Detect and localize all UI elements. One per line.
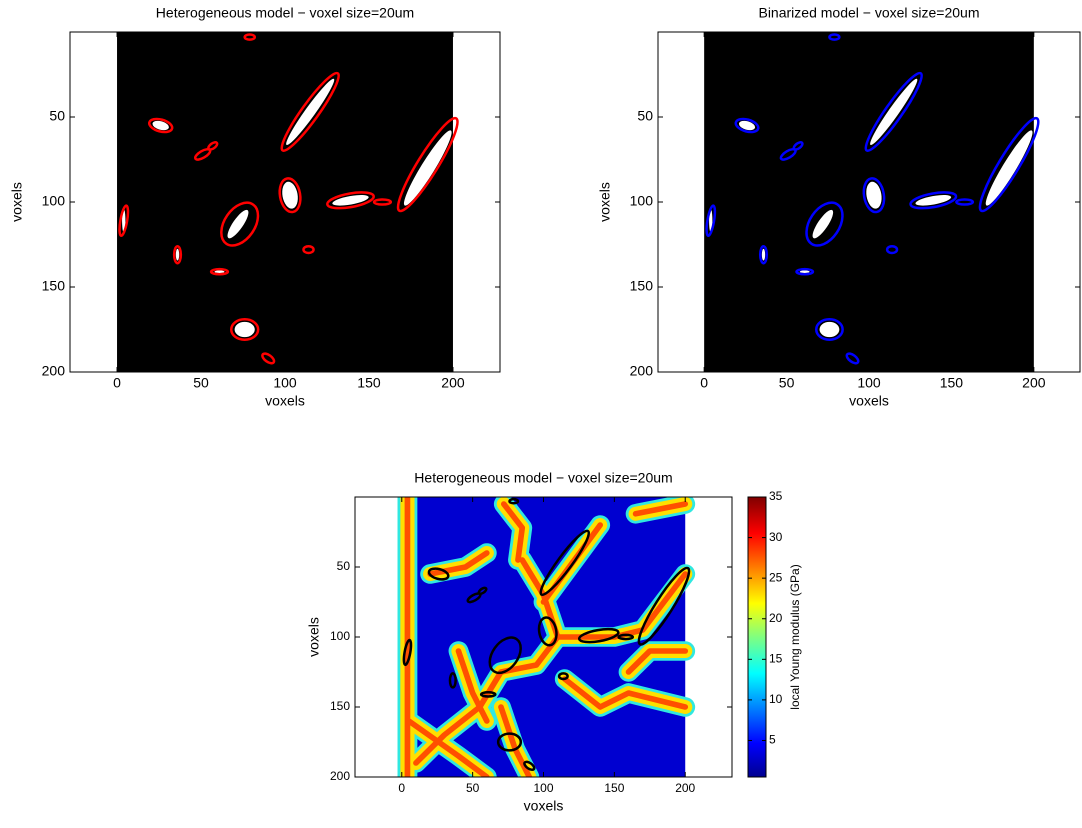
chart-title: Heterogeneous model − voxel size=20um xyxy=(414,470,672,486)
x-tick-label: 100 xyxy=(533,781,553,795)
chart-title: Heterogeneous model − voxel size=20um xyxy=(156,5,414,21)
x-tick-label: 200 xyxy=(441,375,465,391)
colorbar-tick-label: 20 xyxy=(769,611,783,625)
x-tick-label: 200 xyxy=(675,781,695,795)
x-tick-label: 100 xyxy=(857,375,881,391)
y-axis-label: voxels xyxy=(597,182,613,222)
colorbar-tick-label: 10 xyxy=(769,692,783,706)
image xyxy=(704,32,1038,372)
x-tick-label: 100 xyxy=(273,375,297,391)
x-tick-label: 50 xyxy=(779,375,795,391)
y-tick-label: 50 xyxy=(337,559,351,573)
image xyxy=(117,32,457,372)
y-tick-label: 150 xyxy=(630,278,654,294)
colorbar-tick-label: 30 xyxy=(769,530,783,544)
image xyxy=(402,497,685,777)
x-tick-label: 50 xyxy=(193,375,209,391)
y-tick-label: 50 xyxy=(49,108,65,124)
x-tick-label: 0 xyxy=(700,375,708,391)
x-tick-label: 0 xyxy=(113,375,121,391)
y-tick-label: 100 xyxy=(630,193,654,209)
colorbar-tick-label: 35 xyxy=(769,489,783,503)
x-axis-label: voxels xyxy=(265,393,305,409)
plot: 0 50 100 150 200 50 100 150 200 Binarized model −… xyxy=(597,5,1081,409)
x-tick-label: 150 xyxy=(604,781,624,795)
y-tick-label: 200 xyxy=(42,363,66,379)
plot-area xyxy=(402,497,697,777)
x-tick-label: 150 xyxy=(357,375,381,391)
chart-title: Binarized model − voxel size=20um xyxy=(758,5,979,21)
colorbar-tick-label: 25 xyxy=(769,570,783,584)
plot-area xyxy=(117,32,465,372)
y-tick-label: 100 xyxy=(330,629,350,643)
colorbar-tick-label: 5 xyxy=(769,733,776,747)
colorbar xyxy=(747,496,767,778)
plot: 0 50 100 150 200 50 100 150 200 Heterogeneous mod… xyxy=(9,5,501,409)
y-axis-label: voxels xyxy=(306,617,322,657)
x-tick-label: 50 xyxy=(466,781,480,795)
x-axis-label: voxels xyxy=(524,798,564,814)
y-tick-label: 200 xyxy=(330,769,350,783)
y-tick-label: 150 xyxy=(330,699,350,713)
y-tick-label: 200 xyxy=(630,363,654,379)
y-tick-label: 150 xyxy=(42,278,66,294)
x-tick-label: 200 xyxy=(1022,375,1046,391)
plot-area xyxy=(704,32,1045,372)
colorbar-tick-label: 15 xyxy=(769,651,783,665)
x-tick-label: 150 xyxy=(940,375,964,391)
x-tick-label: 0 xyxy=(398,781,405,795)
y-tick-label: 50 xyxy=(637,108,653,124)
colorbar-label: local Young modulus (GPa) xyxy=(788,564,802,709)
x-axis-label: voxels xyxy=(849,393,889,409)
y-axis-label: voxels xyxy=(9,182,25,222)
plot: 0 50 100 150 200 50 100 150 200 Heterogeneous mod… xyxy=(306,470,802,814)
y-tick-label: 100 xyxy=(42,193,66,209)
